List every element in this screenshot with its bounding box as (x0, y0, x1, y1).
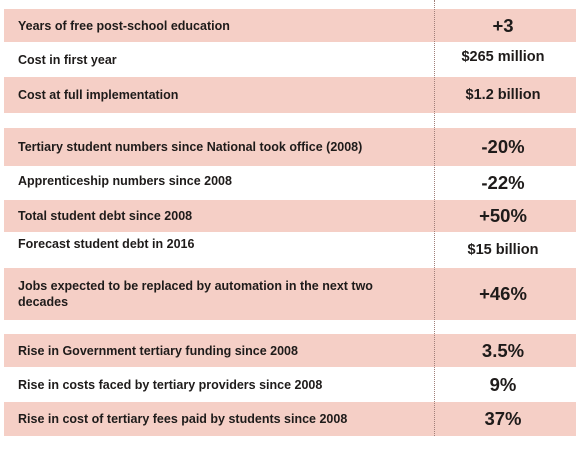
table-row-provider-costs: Rise in costs faced by tertiary provider… (4, 367, 576, 402)
row-value: +3 (492, 14, 514, 36)
row-label: Tertiary student numbers since National … (18, 140, 363, 154)
row-label: Cost at full implementation (18, 88, 179, 102)
row-value: +50% (479, 205, 527, 226)
row-value: $265 million (461, 49, 545, 65)
row-label: Forecast student debt in 2016 (18, 237, 195, 251)
row-label: Apprenticeship numbers since 2008 (18, 174, 232, 188)
table-row-automation-jobs: Jobs expected to be replaced by automati… (4, 268, 576, 320)
table-row-student-fees: Rise in cost of tertiary fees paid by st… (4, 402, 576, 436)
column-divider (434, 0, 435, 436)
row-label: Total student debt since 2008 (18, 209, 193, 223)
table-row-student-debt: Total student debt since 2008 +50% (4, 200, 576, 232)
table-row-cost-full: Cost at full implementation $1.2 billion (4, 77, 576, 113)
table-row-free-years: Years of free post-school education +3 (4, 9, 576, 42)
row-label: Rise in costs faced by tertiary provider… (18, 377, 323, 392)
table-row-govt-funding: Rise in Government tertiary funding sinc… (4, 334, 576, 367)
row-value: 9% (489, 373, 517, 395)
table-row-tertiary-students: Tertiary student numbers since National … (4, 128, 576, 166)
row-value: $15 billion (467, 242, 539, 258)
table-row-cost-first-year: Cost in first year $265 million (4, 42, 576, 77)
row-value: -20% (481, 136, 525, 157)
row-value: -22% (481, 172, 525, 193)
row-value: 3.5% (481, 339, 525, 361)
row-value: 37% (484, 408, 522, 429)
table-row-forecast-debt: Forecast student debt in 2016 $15 billio… (4, 232, 576, 268)
row-label: Rise in Government tertiary funding sinc… (18, 343, 298, 358)
row-value: $1.2 billion (465, 87, 541, 103)
table-row-apprenticeships: Apprenticeship numbers since 2008 -22% (4, 166, 576, 200)
row-label: Cost in first year (18, 52, 117, 67)
row-label: Rise in cost of tertiary fees paid by st… (18, 412, 348, 426)
row-label: Years of free post-school education (18, 18, 230, 33)
row-label: Jobs expected to be replaced by automati… (18, 279, 373, 309)
row-value: +46% (479, 283, 527, 304)
